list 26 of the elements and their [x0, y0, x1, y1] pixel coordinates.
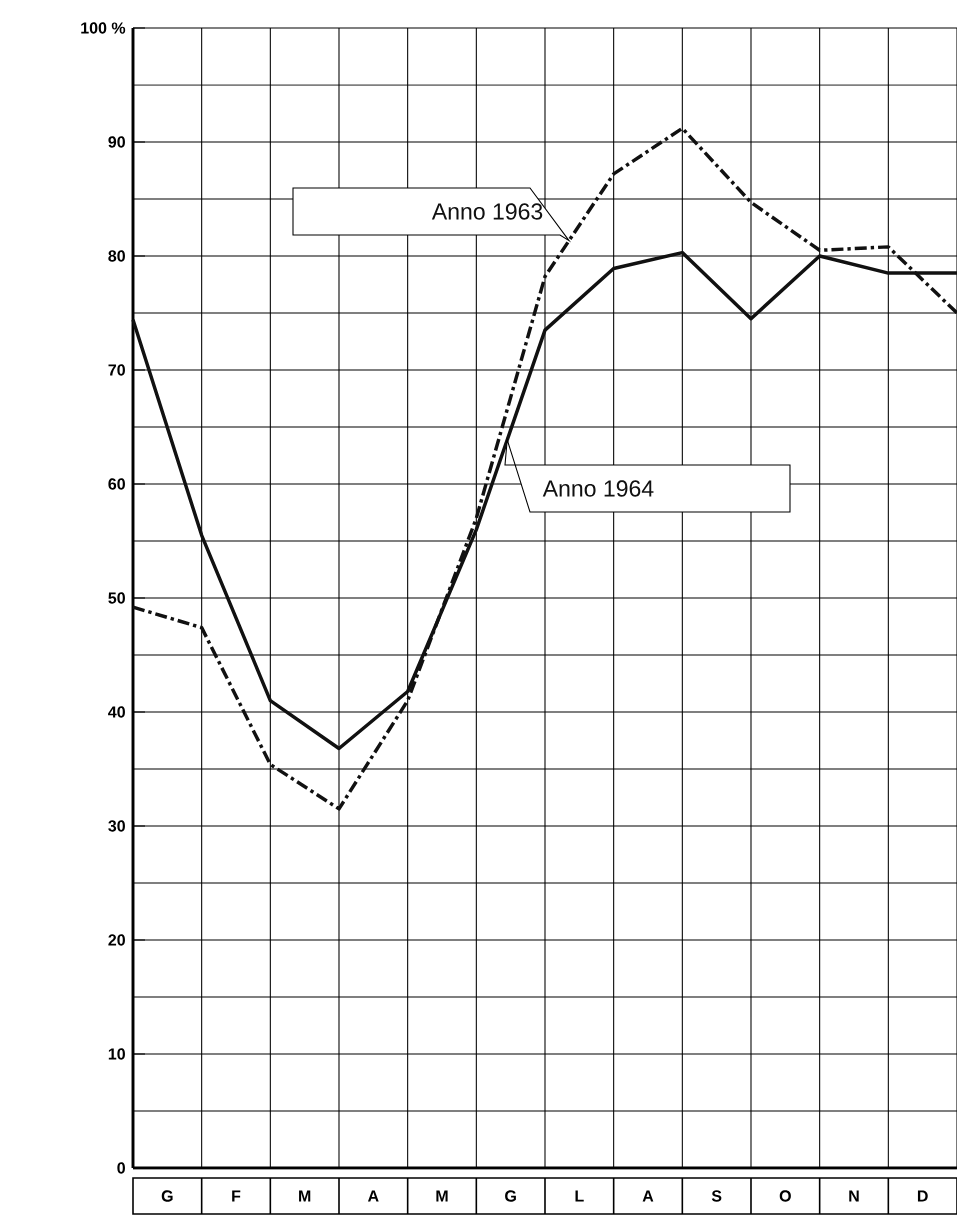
text: M — [299, 1190, 311, 1202]
y-tick-label: 30 — [108, 820, 125, 832]
y-tick-label: 10 — [108, 1048, 125, 1060]
y-tick-label: 70 — [108, 364, 125, 376]
text: S — [711, 1190, 722, 1202]
y-tick-label: 20 — [108, 934, 125, 946]
text: D — [917, 1190, 928, 1202]
text: F — [232, 1190, 241, 1202]
text: M — [436, 1190, 448, 1202]
text: L — [575, 1190, 584, 1202]
text: G — [161, 1190, 173, 1202]
line-series — [131, 126, 957, 811]
y-tick-label: 60 — [108, 478, 125, 490]
text: G — [505, 1190, 516, 1202]
y-tick-label: 0 — [117, 1162, 125, 1174]
y-tick-label: 80 — [108, 250, 125, 262]
text: Anno 1964 — [542, 480, 654, 497]
text: A — [367, 1190, 379, 1202]
y-tick-label: 50 — [108, 592, 125, 604]
text: O — [779, 1190, 791, 1202]
text: N — [849, 1190, 859, 1202]
series-label: Anno 1963 — [431, 203, 543, 220]
text: A — [642, 1190, 654, 1202]
y-tick-label: 40 — [108, 706, 125, 718]
y-tick-label: 90 — [108, 136, 125, 148]
y-tick-label: 100 % — [81, 22, 126, 34]
